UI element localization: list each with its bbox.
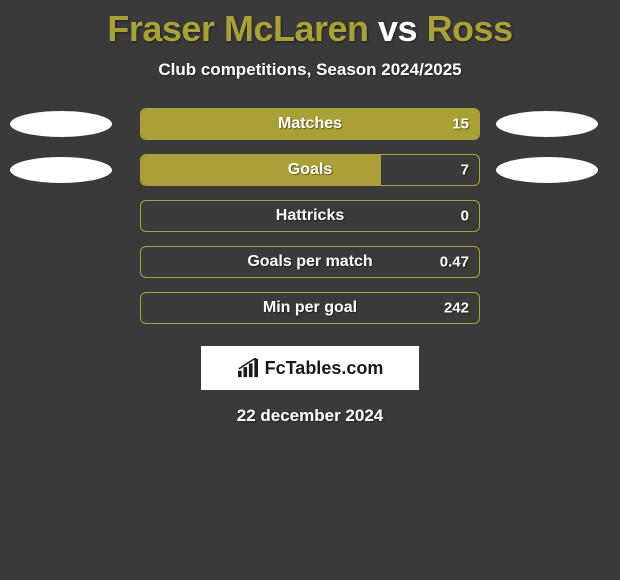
title-player1: Fraser McLaren <box>107 8 368 49</box>
ellipse-right <box>496 157 598 183</box>
ellipse-left <box>10 157 112 183</box>
footer-date: 22 december 2024 <box>237 406 384 426</box>
page-title: Fraser McLaren vs Ross <box>107 8 512 50</box>
bar-label: Matches <box>278 115 342 133</box>
stat-row-matches: Matches 15 <box>0 108 620 140</box>
bar-label: Min per goal <box>263 299 357 317</box>
bar-value: 242 <box>444 300 469 317</box>
logo-text: FcTables.com <box>265 358 384 379</box>
content-wrapper: Fraser McLaren vs Ross Club competitions… <box>0 0 620 580</box>
chart-icon <box>237 358 259 378</box>
title-player2: Ross <box>427 8 513 49</box>
bar-value: 0.47 <box>440 254 469 271</box>
bar-goals: Goals 7 <box>140 154 480 186</box>
bar-value: 15 <box>452 116 469 133</box>
bar-hattricks: Hattricks 0 <box>140 200 480 232</box>
bar-min-per-goal: Min per goal 242 <box>140 292 480 324</box>
stat-row-hattricks: Hattricks 0 <box>0 200 620 232</box>
bar-value: 7 <box>461 162 469 179</box>
bar-label: Goals <box>288 161 332 179</box>
bar-value: 0 <box>461 208 469 225</box>
subtitle: Club competitions, Season 2024/2025 <box>158 60 461 80</box>
title-vs: vs <box>369 8 427 49</box>
ellipse-left <box>10 111 112 137</box>
stat-rows: Matches 15 Goals 7 Hattricks 0 <box>0 108 620 324</box>
ellipse-right <box>496 111 598 137</box>
bar-label: Hattricks <box>276 207 344 225</box>
stat-row-min-per-goal: Min per goal 242 <box>0 292 620 324</box>
bar-matches: Matches 15 <box>140 108 480 140</box>
bar-fill <box>141 155 381 185</box>
stat-row-goals: Goals 7 <box>0 154 620 186</box>
logo-box[interactable]: FcTables.com <box>201 346 419 390</box>
bar-label: Goals per match <box>247 253 372 271</box>
stat-row-goals-per-match: Goals per match 0.47 <box>0 246 620 278</box>
bar-goals-per-match: Goals per match 0.47 <box>140 246 480 278</box>
